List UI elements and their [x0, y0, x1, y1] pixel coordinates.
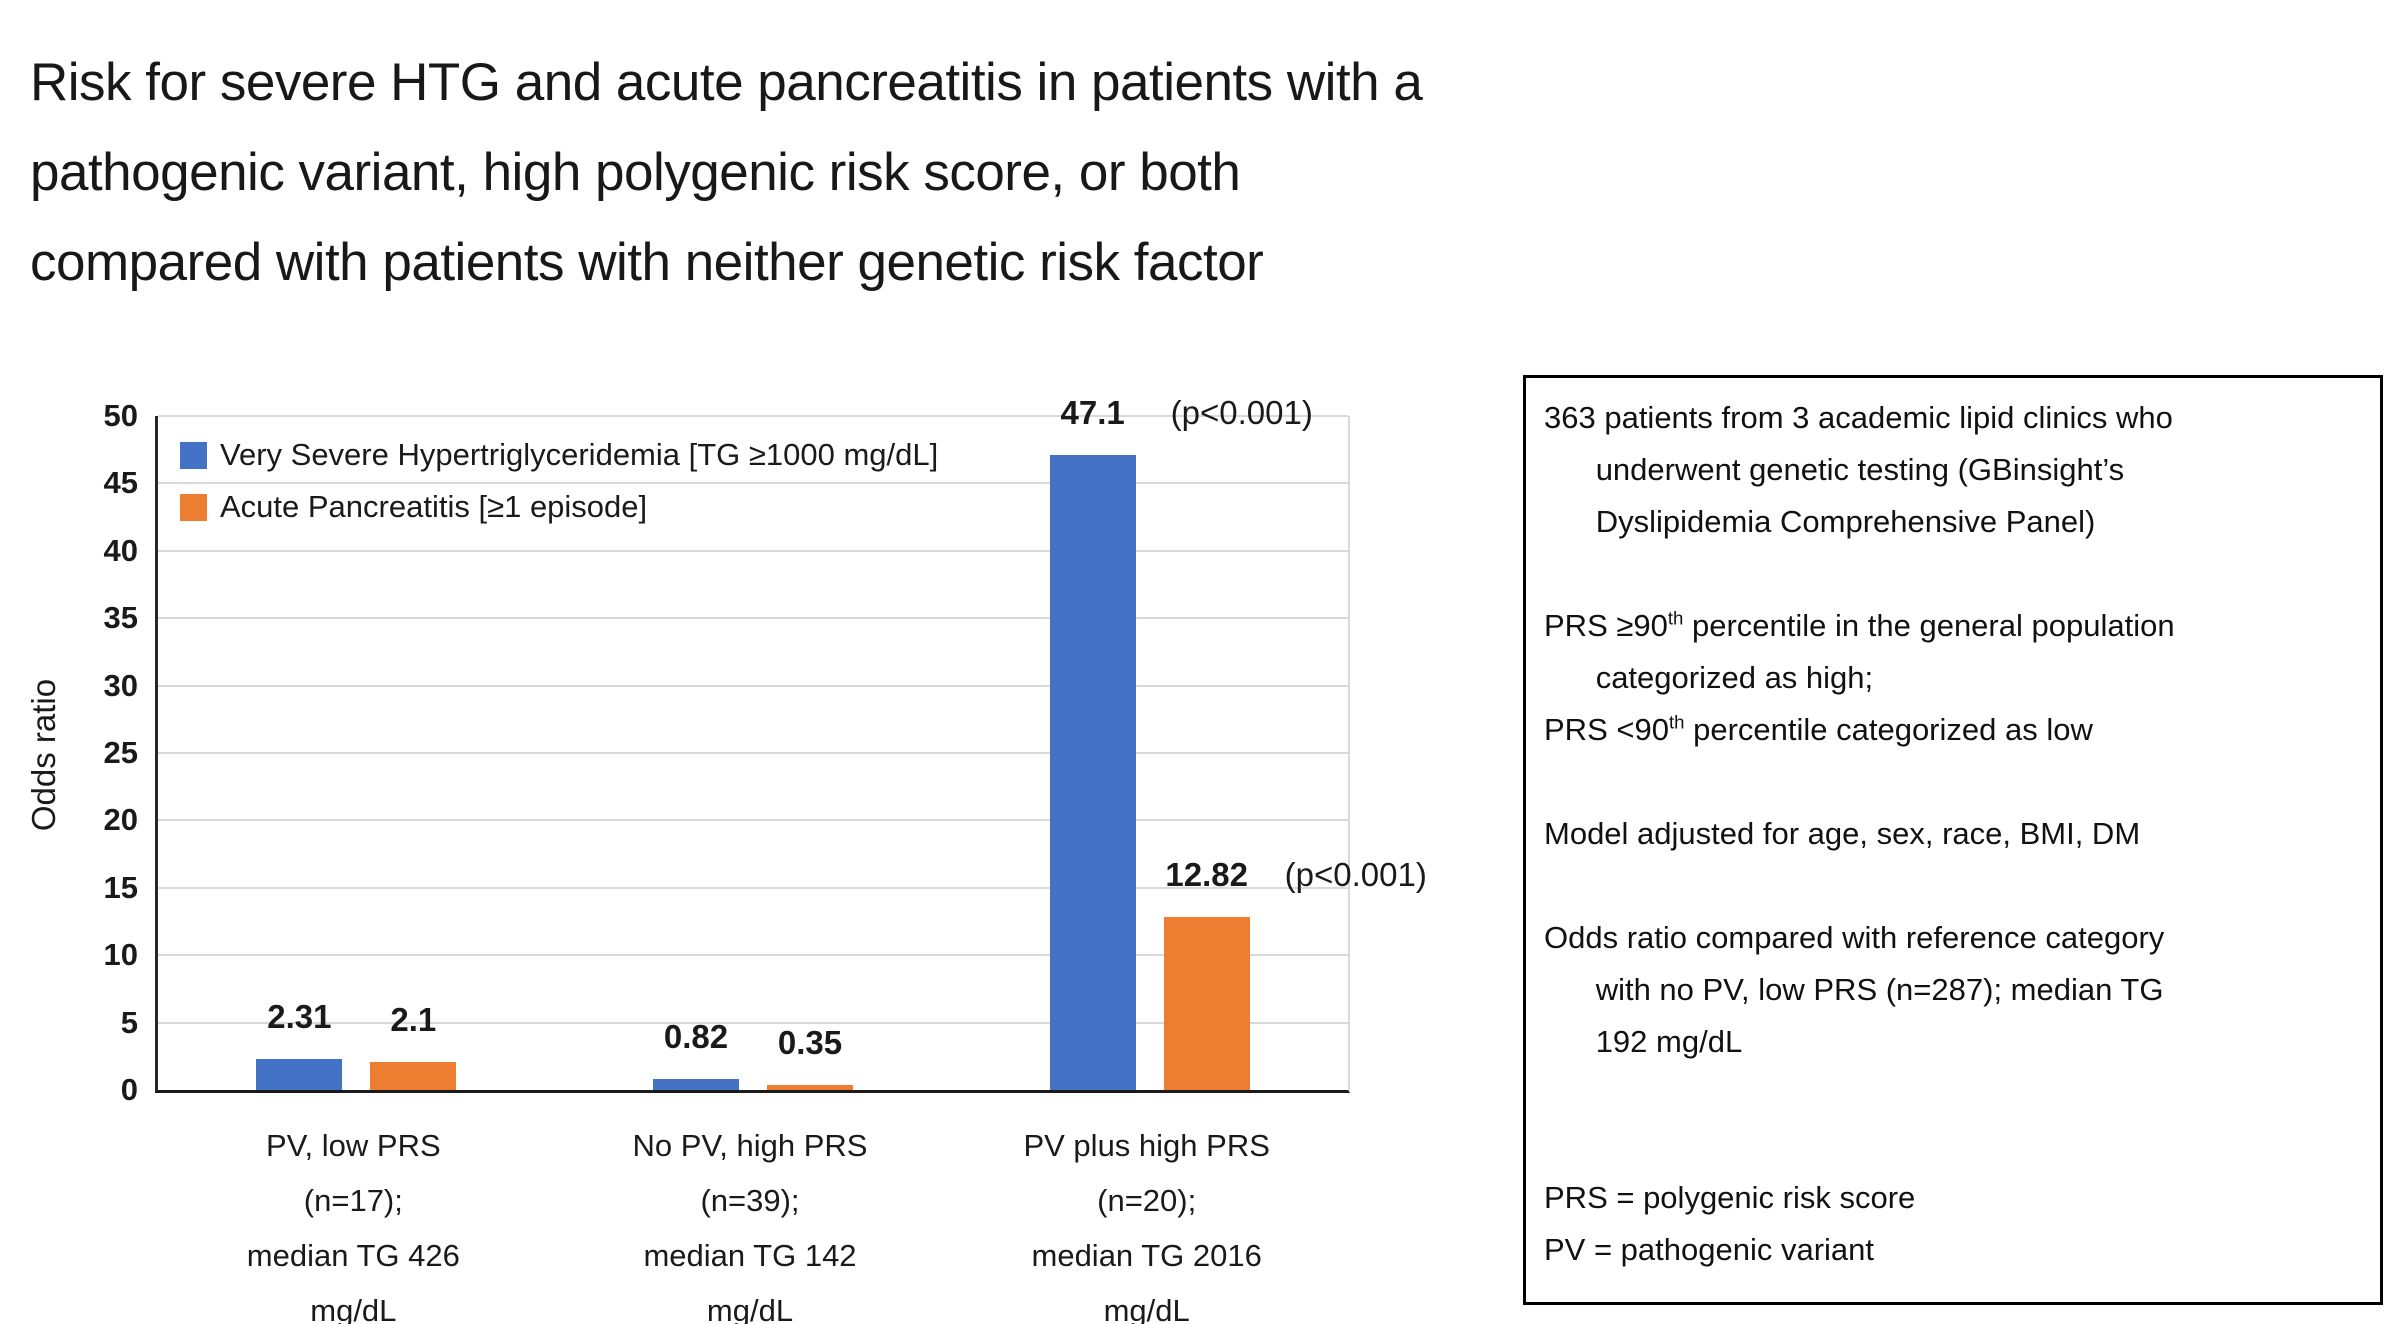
y-tick-label: 35 — [103, 600, 138, 636]
x-category-label: PV, low PRS (n=17); median TG 426 mg/dL — [246, 1128, 460, 1324]
legend-item-label: Very Severe Hypertriglyceridemia [TG ≥10… — [220, 437, 939, 472]
gridline — [158, 482, 1348, 485]
y-tick-label: 5 — [120, 1004, 138, 1040]
y-tick-label: 40 — [103, 532, 138, 568]
gridline — [158, 1021, 1348, 1024]
bar — [767, 1085, 853, 1090]
y-tick-label: 20 — [103, 802, 138, 838]
plot-area: 2.31 2.1 0.82 0.35 47.1 (p<0.001) 12.82 (p<0.00… — [155, 394, 1427, 1093]
p-value-label: (p<0.001) — [1284, 856, 1427, 894]
p-value-label: (p<0.001) — [1170, 394, 1313, 432]
gridline — [158, 684, 1348, 687]
legend-swatch-icon — [180, 441, 207, 469]
bar-value-label: 12.82 — [1165, 856, 1248, 894]
gridline — [158, 886, 1348, 889]
page-title: Risk for severe HTG and acute pancreatit… — [30, 52, 1423, 292]
gridline — [158, 752, 1348, 754]
y-tick-label: 45 — [103, 465, 138, 501]
y-tick-label: 30 — [103, 667, 138, 703]
y-tick-label: 10 — [103, 937, 138, 973]
info-box: 363 patients from 3 academic lipid clini… — [1523, 375, 2383, 1305]
legend-swatch-icon — [180, 493, 207, 521]
gridline — [158, 617, 1348, 620]
bar-value-label: 47.1 — [1060, 394, 1125, 432]
bar — [653, 1078, 739, 1090]
bar-chart: Odds ratio 2.31 2.1 0.82 0.35 47.1 (p<0.001) 1… — [25, 394, 1427, 1324]
y-tick-label: 50 — [103, 398, 138, 433]
gridline — [158, 954, 1348, 957]
bar — [1049, 455, 1136, 1090]
bar — [256, 1058, 343, 1090]
bar-value-label: 0.35 — [777, 1024, 843, 1062]
bar-value-label: 0.82 — [663, 1017, 729, 1055]
x-axis-labels: PV, low PRS (n=17); median TG 426 mg/dL N… — [155, 1118, 1345, 1324]
legend-item: Very Severe Hypertriglyceridemia [TG ≥10… — [180, 437, 938, 473]
bar-value-label: 2.1 — [390, 1000, 437, 1038]
x-category-label: No PV, high PRS (n=39); median TG 142 mg… — [632, 1128, 868, 1324]
y-tick-label: 25 — [103, 735, 138, 770]
x-category-label: PV plus high PRS (n=20); median TG 2016 … — [1023, 1128, 1270, 1324]
bar — [370, 1061, 457, 1090]
gridline — [158, 415, 1348, 417]
legend-item-label: Acute Pancreatitis [≥1 episode] — [220, 489, 648, 524]
y-tick-label: 15 — [103, 869, 138, 905]
gridline — [158, 549, 1348, 552]
gridline — [158, 819, 1348, 822]
legend-item: Acute Pancreatitis [≥1 episode] — [180, 489, 938, 525]
info-text: 363 patients from 3 academic lipid clini… — [1544, 400, 2175, 1267]
legend: Very Severe Hypertriglyceridemia [TG ≥10… — [180, 437, 938, 525]
bar — [1163, 917, 1250, 1090]
y-tick-label: 0 — [120, 1072, 138, 1107]
bar-value-label: 2.31 — [267, 997, 332, 1035]
